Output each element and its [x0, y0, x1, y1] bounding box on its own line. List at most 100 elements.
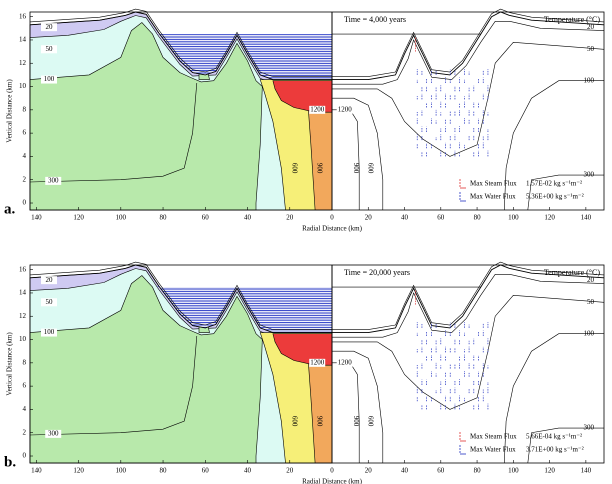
x-tick-label: 100 [508, 467, 519, 475]
contour-label: 1200 [338, 105, 353, 113]
x-tick-label: 20 [286, 214, 294, 222]
x-tick-label: 120 [544, 467, 555, 475]
x-tick-label: 80 [474, 214, 482, 222]
y-tick-label: 8 [23, 105, 27, 113]
y-tick-label: 4 [23, 405, 27, 413]
x-tick-label: 0 [330, 214, 334, 222]
x-axis-label: Radial Distance (km) [302, 225, 363, 233]
y-axis-label: Vertical Distance (km) [6, 332, 14, 396]
flux-legend-name: Max Steam Flux [470, 433, 517, 441]
x-axis-label: Radial Distance (km) [302, 478, 363, 484]
x-tick-label: 120 [544, 214, 555, 222]
y-tick-label: 6 [23, 129, 27, 137]
contour-label: 900 [316, 416, 324, 427]
contour-label: 50 [46, 298, 54, 306]
x-tick-label: 40 [401, 214, 409, 222]
contour-line [332, 274, 604, 337]
x-tick-label: 120 [73, 214, 84, 222]
contour-line [332, 42, 604, 156]
contour-line [504, 334, 604, 463]
panel-label: b. [4, 454, 16, 470]
contour-label: 300 [48, 176, 59, 184]
contour-label: 900 [352, 416, 360, 427]
y-tick-label: 10 [19, 82, 27, 90]
contour-line [332, 98, 383, 210]
contour-label-right: 50 [587, 298, 595, 306]
x-tick-label: 20 [286, 467, 294, 475]
flux-legend-name: Max Water Flux [470, 193, 516, 201]
time-label: Time = 20,000 years [344, 268, 410, 277]
legend-title: Temperature (°C) [544, 268, 601, 277]
x-tick-label: 60 [437, 214, 445, 222]
contour-line [332, 110, 359, 210]
legend-title: Temperature (°C) [544, 15, 601, 24]
y-tick-label: 4 [23, 152, 27, 160]
x-tick-label: 140 [31, 214, 42, 222]
contour-line [332, 363, 359, 463]
y-tick-label: 16 [19, 265, 27, 273]
y-tick-label: 2 [23, 175, 27, 183]
contour-label: 900 [352, 163, 360, 174]
contour-label: 1200 [310, 105, 325, 113]
contour-label-right: 50 [587, 45, 595, 53]
y-tick-label: 6 [23, 382, 27, 390]
y-tick-label: 2 [23, 428, 27, 436]
contour-label-right: 300 [584, 424, 595, 432]
contour-label: 600 [366, 416, 374, 427]
flux-legend-name: Max Water Flux [470, 446, 516, 454]
panel-label: a. [4, 201, 16, 217]
y-tick-label: 8 [23, 358, 27, 366]
x-tick-label: 100 [508, 214, 519, 222]
contour-label: 600 [366, 163, 374, 174]
contour-line [504, 81, 604, 210]
contour-label-right: 100 [584, 329, 595, 337]
time-label: Time = 4,000 years [344, 15, 406, 24]
contour-label-right: 300 [584, 171, 595, 179]
contour-line [332, 351, 383, 463]
x-tick-label: 40 [244, 214, 252, 222]
x-tick-label: 0 [330, 467, 334, 475]
x-tick-label: 20 [365, 467, 373, 475]
x-tick-label: 60 [437, 467, 445, 475]
x-tick-label: 60 [202, 214, 210, 222]
contour-line [332, 295, 604, 409]
y-tick-label: 14 [19, 289, 27, 297]
y-tick-label: 10 [19, 335, 27, 343]
y-tick-label: 12 [19, 59, 27, 67]
flux-legend-name: Max Steam Flux [470, 180, 517, 188]
flux-legend-value: 5.36E+00 kg s⁻¹m⁻² [526, 193, 584, 201]
x-tick-label: 80 [160, 467, 168, 475]
flux-legend-value: 5.66E-04 kg s⁻¹m⁻² [526, 433, 582, 441]
x-tick-label: 40 [244, 467, 252, 475]
x-tick-label: 140 [581, 214, 592, 222]
figure: 1401201008060402002040608010012014002468… [0, 0, 612, 484]
contour-label: 20 [46, 23, 54, 31]
x-tick-label: 100 [116, 214, 127, 222]
y-tick-label: 14 [19, 36, 27, 44]
contour-label: 20 [46, 276, 54, 284]
x-tick-label: 80 [474, 467, 482, 475]
contour-label: 1200 [310, 358, 325, 366]
y-tick-label: 0 [23, 199, 27, 207]
flux-legend-value: 1.57E-02 kg s⁻¹m⁻² [526, 180, 582, 188]
contour-label-right: 20 [587, 276, 595, 284]
y-axis-label: Vertical Distance (km) [6, 79, 14, 143]
y-tick-label: 16 [19, 12, 27, 20]
contour-label: 600 [290, 163, 298, 174]
x-tick-label: 20 [365, 214, 373, 222]
x-tick-label: 100 [116, 467, 127, 475]
x-tick-label: 120 [73, 467, 84, 475]
contour-label: 600 [290, 416, 298, 427]
contour-label: 100 [44, 75, 55, 83]
contour-label-right: 100 [584, 76, 595, 84]
y-tick-label: 0 [23, 452, 27, 460]
contour-line [332, 21, 604, 84]
contour-label-right: 20 [587, 23, 595, 31]
contour-label: 300 [48, 429, 59, 437]
x-tick-label: 140 [31, 467, 42, 475]
x-tick-label: 80 [160, 214, 168, 222]
flux-legend-value: 3.71E+00 kg s⁻¹m⁻² [526, 446, 584, 454]
contour-label: 100 [44, 328, 55, 336]
contour-label: 900 [316, 163, 324, 174]
x-tick-label: 140 [581, 467, 592, 475]
